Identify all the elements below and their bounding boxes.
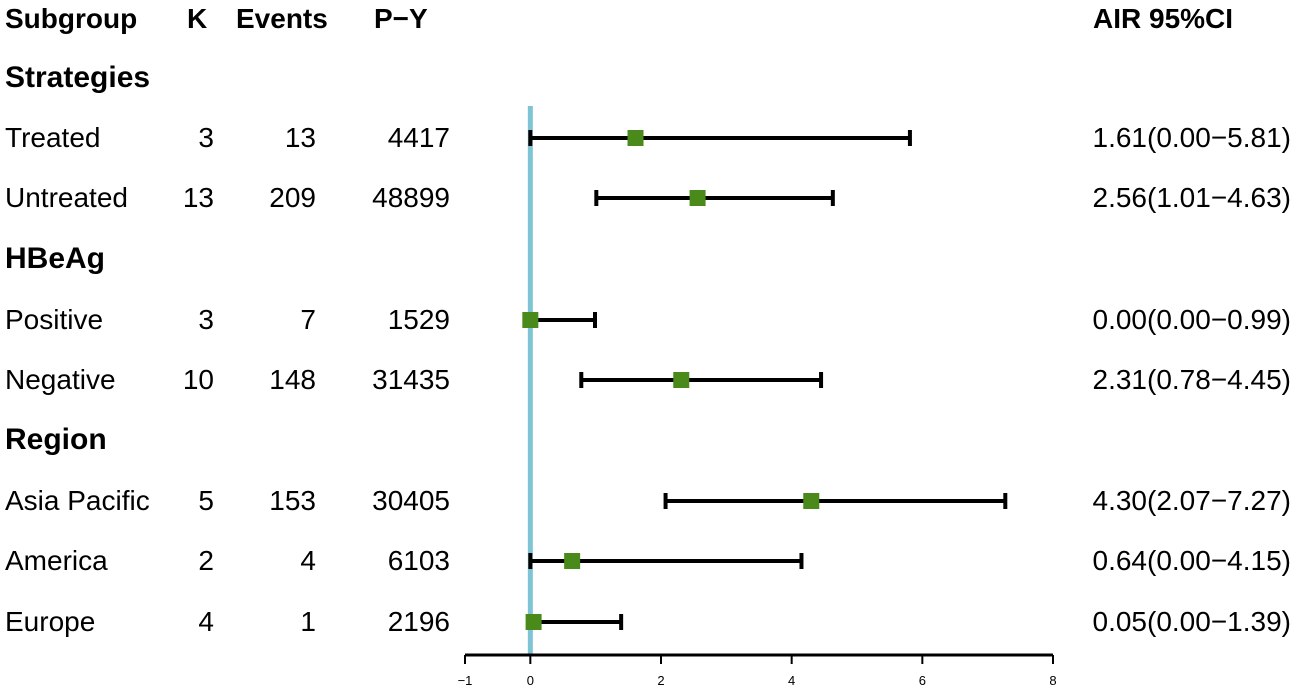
row-ci-text: 0.64(0.00−4.15) [1092, 545, 1292, 576]
row-py: 4417 [387, 122, 450, 153]
row-subgroup: America [5, 545, 108, 576]
row-subgroup: Europe [5, 606, 96, 637]
point-estimate [525, 614, 542, 630]
row-subgroup: Treated [5, 122, 101, 153]
x-tick-label: 0 [527, 673, 534, 688]
row-py: 30405 [372, 485, 450, 516]
row-ci-text: 2.56(1.01−4.63) [1092, 182, 1292, 213]
row-py: 2196 [387, 606, 450, 637]
point-estimate [564, 553, 581, 569]
row-events: 4 [300, 545, 316, 576]
header-events: Events [236, 3, 328, 34]
row-k: 13 [182, 182, 214, 213]
row-py: 31435 [372, 364, 450, 395]
row-py: 48899 [372, 182, 450, 213]
point-estimate [673, 372, 690, 388]
x-tick-label: 8 [1049, 673, 1056, 688]
point-estimate [689, 190, 706, 206]
row-events: 7 [300, 304, 316, 335]
row-k: 3 [198, 122, 214, 153]
row-ci-text: 0.00(0.00−0.99) [1092, 304, 1292, 335]
row-subgroup: Positive [5, 304, 104, 335]
row-subgroup: Negative [5, 364, 116, 395]
point-estimate [522, 312, 539, 328]
row-ci-text: 0.05(0.00−1.39) [1092, 606, 1292, 637]
row-ci-text: 4.30(2.07−7.27) [1092, 485, 1292, 516]
x-tick-label: −1 [458, 673, 473, 688]
row-k: 5 [198, 485, 214, 516]
row-ci-text: 1.61(0.00−5.81) [1092, 122, 1292, 153]
group-label-strategies: Strategies [5, 61, 151, 94]
x-tick-label: 4 [788, 673, 795, 688]
point-estimate [803, 493, 820, 509]
row-events: 13 [284, 122, 316, 153]
row-subgroup: Untreated [5, 182, 128, 213]
header-k: K [187, 3, 208, 34]
group-label-hbeag: HBeAg [5, 242, 106, 275]
row-k: 2 [198, 545, 214, 576]
header-subgroup: Subgroup [5, 3, 138, 34]
group-label-region: Region [5, 423, 107, 456]
row-py: 6103 [387, 545, 450, 576]
row-py: 1529 [387, 304, 450, 335]
header-py: P−Y [374, 3, 428, 34]
row-k: 10 [182, 364, 214, 395]
row-ci-text: 2.31(0.78−4.45) [1092, 364, 1292, 395]
header-air-ci: AIR 95%CI [1093, 3, 1234, 34]
row-events: 1 [300, 606, 316, 637]
x-tick-label: 2 [657, 673, 664, 688]
row-events: 153 [269, 485, 316, 516]
row-subgroup: Asia Pacific [5, 485, 150, 516]
x-tick-label: 6 [919, 673, 926, 688]
row-k: 3 [198, 304, 214, 335]
point-estimate [627, 130, 644, 146]
row-events: 209 [269, 182, 316, 213]
row-events: 148 [269, 364, 316, 395]
row-k: 4 [198, 606, 214, 637]
